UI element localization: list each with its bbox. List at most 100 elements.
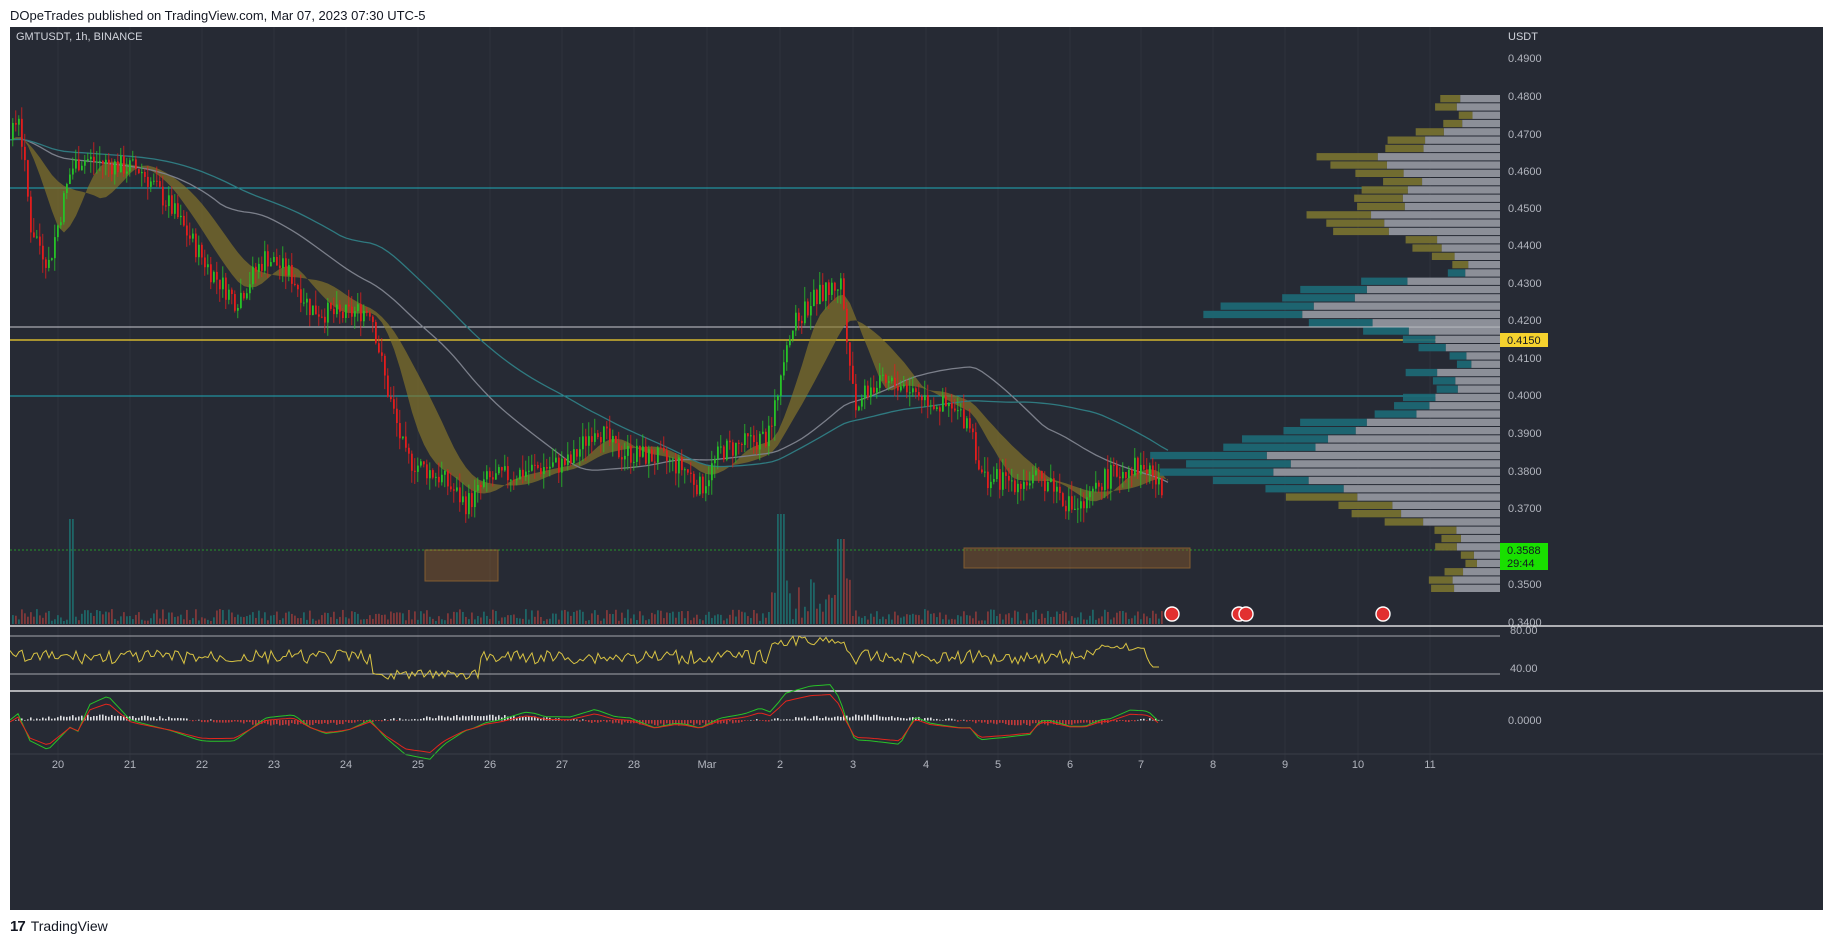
candle <box>12 122 14 140</box>
volume-bar <box>303 612 305 624</box>
volume-bar <box>639 611 641 624</box>
macd-histogram <box>222 720 224 723</box>
macd-histogram <box>348 720 350 723</box>
macd-histogram <box>150 717 152 721</box>
support-zone-box <box>424 549 499 582</box>
macd-histogram <box>1029 720 1031 726</box>
date-tick-label: 27 <box>556 759 568 771</box>
macd-histogram <box>897 717 899 721</box>
us-flag-icon <box>1238 606 1254 622</box>
volume-profile-bar <box>1266 451 1500 460</box>
chart-canvas[interactable]: 0.4900 0.4800 0.4700 0.4600 0.4500 0.4400 0.43… <box>9 27 1823 910</box>
macd-histogram <box>681 720 683 725</box>
candle <box>828 282 830 295</box>
macd-histogram <box>414 718 416 721</box>
volume-bar <box>75 616 77 624</box>
volume-bar <box>645 620 647 624</box>
volume-bar <box>1017 611 1019 624</box>
candle <box>747 433 749 437</box>
candle <box>909 392 911 394</box>
volume-bar <box>918 615 920 624</box>
volume-bar <box>603 618 605 624</box>
price-tick-label: 0.4600 <box>1508 166 1542 178</box>
date-tick-label: 28 <box>628 759 640 771</box>
macd-histogram <box>627 720 629 724</box>
volume-profile-bar <box>1402 194 1500 202</box>
candle <box>450 486 452 490</box>
macd-histogram <box>447 716 449 721</box>
candle <box>417 465 419 472</box>
volume-bar <box>678 611 680 624</box>
volume-bar <box>396 612 398 624</box>
candle <box>753 435 755 443</box>
volume-bar <box>342 609 344 624</box>
macd-histogram <box>666 720 668 724</box>
candle <box>129 160 131 172</box>
macd-histogram <box>669 720 671 726</box>
candle <box>369 312 371 317</box>
volume-profile-bar <box>1388 227 1500 236</box>
candle <box>618 443 620 458</box>
macd-histogram <box>15 719 17 721</box>
volume-bar <box>1101 616 1103 624</box>
volume-bar <box>747 616 749 624</box>
volume-profile-bar <box>1415 128 1444 136</box>
candle <box>651 449 653 462</box>
macd-histogram <box>267 720 269 725</box>
candle <box>984 471 986 473</box>
candle <box>1050 478 1052 483</box>
candle <box>624 455 626 460</box>
tradingview-logo-icon: 17 <box>10 917 26 935</box>
macd-histogram <box>474 716 476 721</box>
macd-histogram <box>654 720 656 726</box>
candle <box>606 426 608 429</box>
macd-histogram <box>372 720 374 723</box>
candle <box>819 284 821 305</box>
date-tick-label: 7 <box>1138 759 1144 771</box>
macd-histogram <box>1086 720 1088 723</box>
candle <box>1065 505 1067 512</box>
macd-histogram <box>111 714 113 721</box>
candle <box>18 118 20 125</box>
candle <box>348 304 350 307</box>
volume-profile-bar <box>1436 385 1458 393</box>
price-chart[interactable]: 0.4900 0.4800 0.4700 0.4600 0.4500 0.4400 0.43… <box>9 27 1823 910</box>
macd-histogram <box>417 719 419 721</box>
candle <box>309 298 311 316</box>
volume-bar <box>450 618 452 624</box>
macd-histogram <box>435 718 437 721</box>
ema-ribbon-fast <box>10 136 1168 502</box>
volume-bar <box>135 614 137 624</box>
volume-bar <box>444 620 446 624</box>
macd-histogram <box>990 720 992 723</box>
macd-histogram <box>753 720 755 721</box>
rsi-pane <box>9 625 1823 681</box>
volume-bar <box>492 609 494 624</box>
macd-histogram <box>1119 720 1121 721</box>
candle <box>87 159 89 161</box>
macd-histogram <box>927 717 929 721</box>
volume-bar <box>1086 619 1088 624</box>
macd-histogram <box>345 720 347 722</box>
macd-histogram <box>135 717 137 721</box>
candle <box>1008 475 1010 481</box>
macd-histogram <box>945 718 947 721</box>
candle <box>1020 483 1022 489</box>
macd-histogram <box>987 720 989 724</box>
volume-profile-bar <box>1460 95 1500 103</box>
candle <box>666 450 668 461</box>
volume-bar <box>804 606 806 624</box>
macd-histogram <box>402 719 404 721</box>
volume-bar <box>486 615 488 624</box>
macd-histogram <box>1068 720 1070 725</box>
candle <box>642 446 644 457</box>
volume-bar <box>384 614 386 624</box>
candle <box>582 436 584 450</box>
macd-histogram <box>831 717 833 721</box>
volume-bar <box>291 613 293 624</box>
candle <box>183 215 185 226</box>
macd-histogram <box>855 714 857 721</box>
candle <box>837 289 839 291</box>
volume-bar <box>1083 619 1085 624</box>
candle <box>912 388 914 393</box>
